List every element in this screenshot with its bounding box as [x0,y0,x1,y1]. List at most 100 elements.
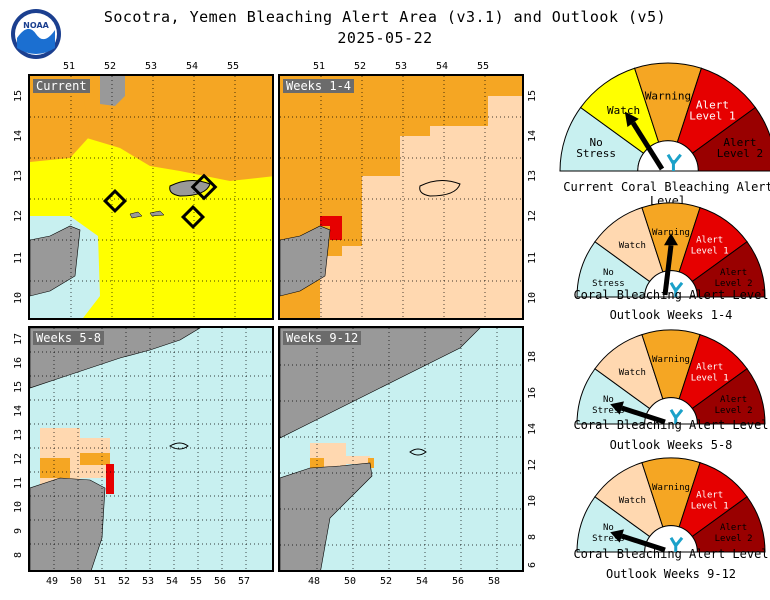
tick-lat: 8 [527,533,539,541]
gauge-label-no_stress: No [603,523,614,533]
tick-lat: 11 [527,251,539,265]
tick-lat: 15 [13,380,25,394]
tick-lat: 15 [527,89,539,103]
tick-lon: 53 [145,61,158,72]
gauge-label-no_stress: Stress [592,279,625,289]
gauge-label-alert2: Level 2 [717,147,763,160]
tick-lat: 15 [13,89,25,103]
tick-lon: 53 [395,61,408,72]
tick-lon: 54 [166,576,179,587]
tick-lat: 10 [13,500,25,514]
gauge-caption: Coral Bleaching Alert Level [573,288,769,302]
gauge-subcaption: Outlook Weeks 9-12 [605,567,737,581]
gauge-label-alert1: Level 1 [691,246,729,256]
gauge-subcaption: Outlook Weeks 1-4 [609,308,733,322]
gauge-label-alert2: Level 2 [715,279,753,289]
svg-text:NOAA: NOAA [23,21,49,30]
gauge-label-no_stress: No [603,395,614,405]
tick-lat: 10 [527,494,539,508]
tick-lon: 56 [452,576,465,587]
gauge-label-warning: Warning [652,355,690,365]
tick-lat: 11 [13,476,25,490]
tick-lon: 58 [488,576,501,587]
gauge-needle [621,405,666,425]
tick-lon: 50 [344,576,357,587]
coral-icon [669,408,684,424]
tick-lat: 11 [13,251,25,265]
gauge-needle [630,121,665,171]
coral-icon [669,536,684,552]
tick-lat: 9 [13,527,25,535]
tick-lat: 18 [527,350,539,364]
gauge-needle-head [610,529,624,543]
tick-lon: 52 [104,61,117,72]
tick-lat: 13 [527,169,539,183]
tick-lon: 55 [190,576,203,587]
tick-lon: 52 [118,576,131,587]
gauge-label-watch: Watch [619,496,646,506]
gauge-label-alert1: Alert [696,362,723,372]
tick-lon: 55 [477,61,490,72]
gauge-label-alert2: Level 2 [715,534,753,544]
gauge-needle [662,245,674,296]
gauge-label-alert2: Alert [720,268,747,278]
tick-lon: 48 [308,576,321,587]
gauge-label-alert2: Alert [720,395,747,405]
tick-lat: 14 [527,129,539,143]
gauge-label-no_stress: Stress [576,147,616,160]
tick-lat: 6 [527,561,539,569]
coral-icon [669,281,684,297]
tick-lat: 17 [13,332,25,346]
gauge-label-watch: Watch [607,104,640,117]
gauge-label-alert1: Level 1 [691,501,729,511]
gauge-needle-head [610,401,624,415]
tick-lat: 10 [13,291,25,305]
tick-lon: 55 [227,61,240,72]
tick-lon: 50 [70,576,83,587]
tick-lon: 54 [186,61,199,72]
panel-label-weeks-1-4: Weeks 1-4 [283,79,355,93]
tick-lat: 10 [527,291,539,305]
gauge-label-no_stress: No [603,268,614,278]
gauge-label-watch: Watch [619,241,646,251]
panel-label-current: Current [33,79,90,93]
gauge-label-alert1: Alert [696,98,729,111]
gauge-needle [621,533,666,553]
gauge-label-warning: Warning [652,483,690,493]
tick-lat: 16 [527,386,539,400]
tick-lon: 57 [238,576,251,587]
coral-icon [666,153,682,171]
tick-lon: 51 [94,576,107,587]
tick-lon: 52 [354,61,367,72]
tick-lat: 12 [13,209,25,223]
gauge-label-no_stress: Stress [592,534,625,544]
tick-lon: 54 [416,576,429,587]
tick-lon: 52 [380,576,393,587]
tick-lat: 12 [527,209,539,223]
panel-label-weeks-5-8: Weeks 5-8 [33,331,105,345]
gauge-label-no_stress: Stress [592,406,625,416]
gauge-subcaption: Outlook Weeks 5-8 [609,438,733,452]
tick-lat: 13 [13,428,25,442]
tick-lat: 16 [13,356,25,370]
tick-lat: 8 [13,551,25,559]
tick-lon: 54 [436,61,449,72]
tick-lon: 56 [214,576,227,587]
gauge-label-no_stress: No [589,136,602,149]
gauge-label-alert2: Level 2 [715,406,753,416]
gauge-label-alert2: Alert [723,136,756,149]
map-panel-current: Current [28,74,274,320]
page-date: 2025-05-22 [337,29,433,47]
gauge-needle-head [624,111,639,128]
tick-lat: 14 [13,404,25,418]
noaa-logo: NOAA [11,9,61,59]
gauge-caption: Coral Bleaching Alert Level [573,418,769,432]
gauge-label-alert1: Alert [696,235,723,245]
gauge-label-alert1: Level 1 [691,373,729,383]
gauge-label-watch: Watch [619,368,646,378]
gauge-label-alert1: Level 1 [689,109,735,122]
